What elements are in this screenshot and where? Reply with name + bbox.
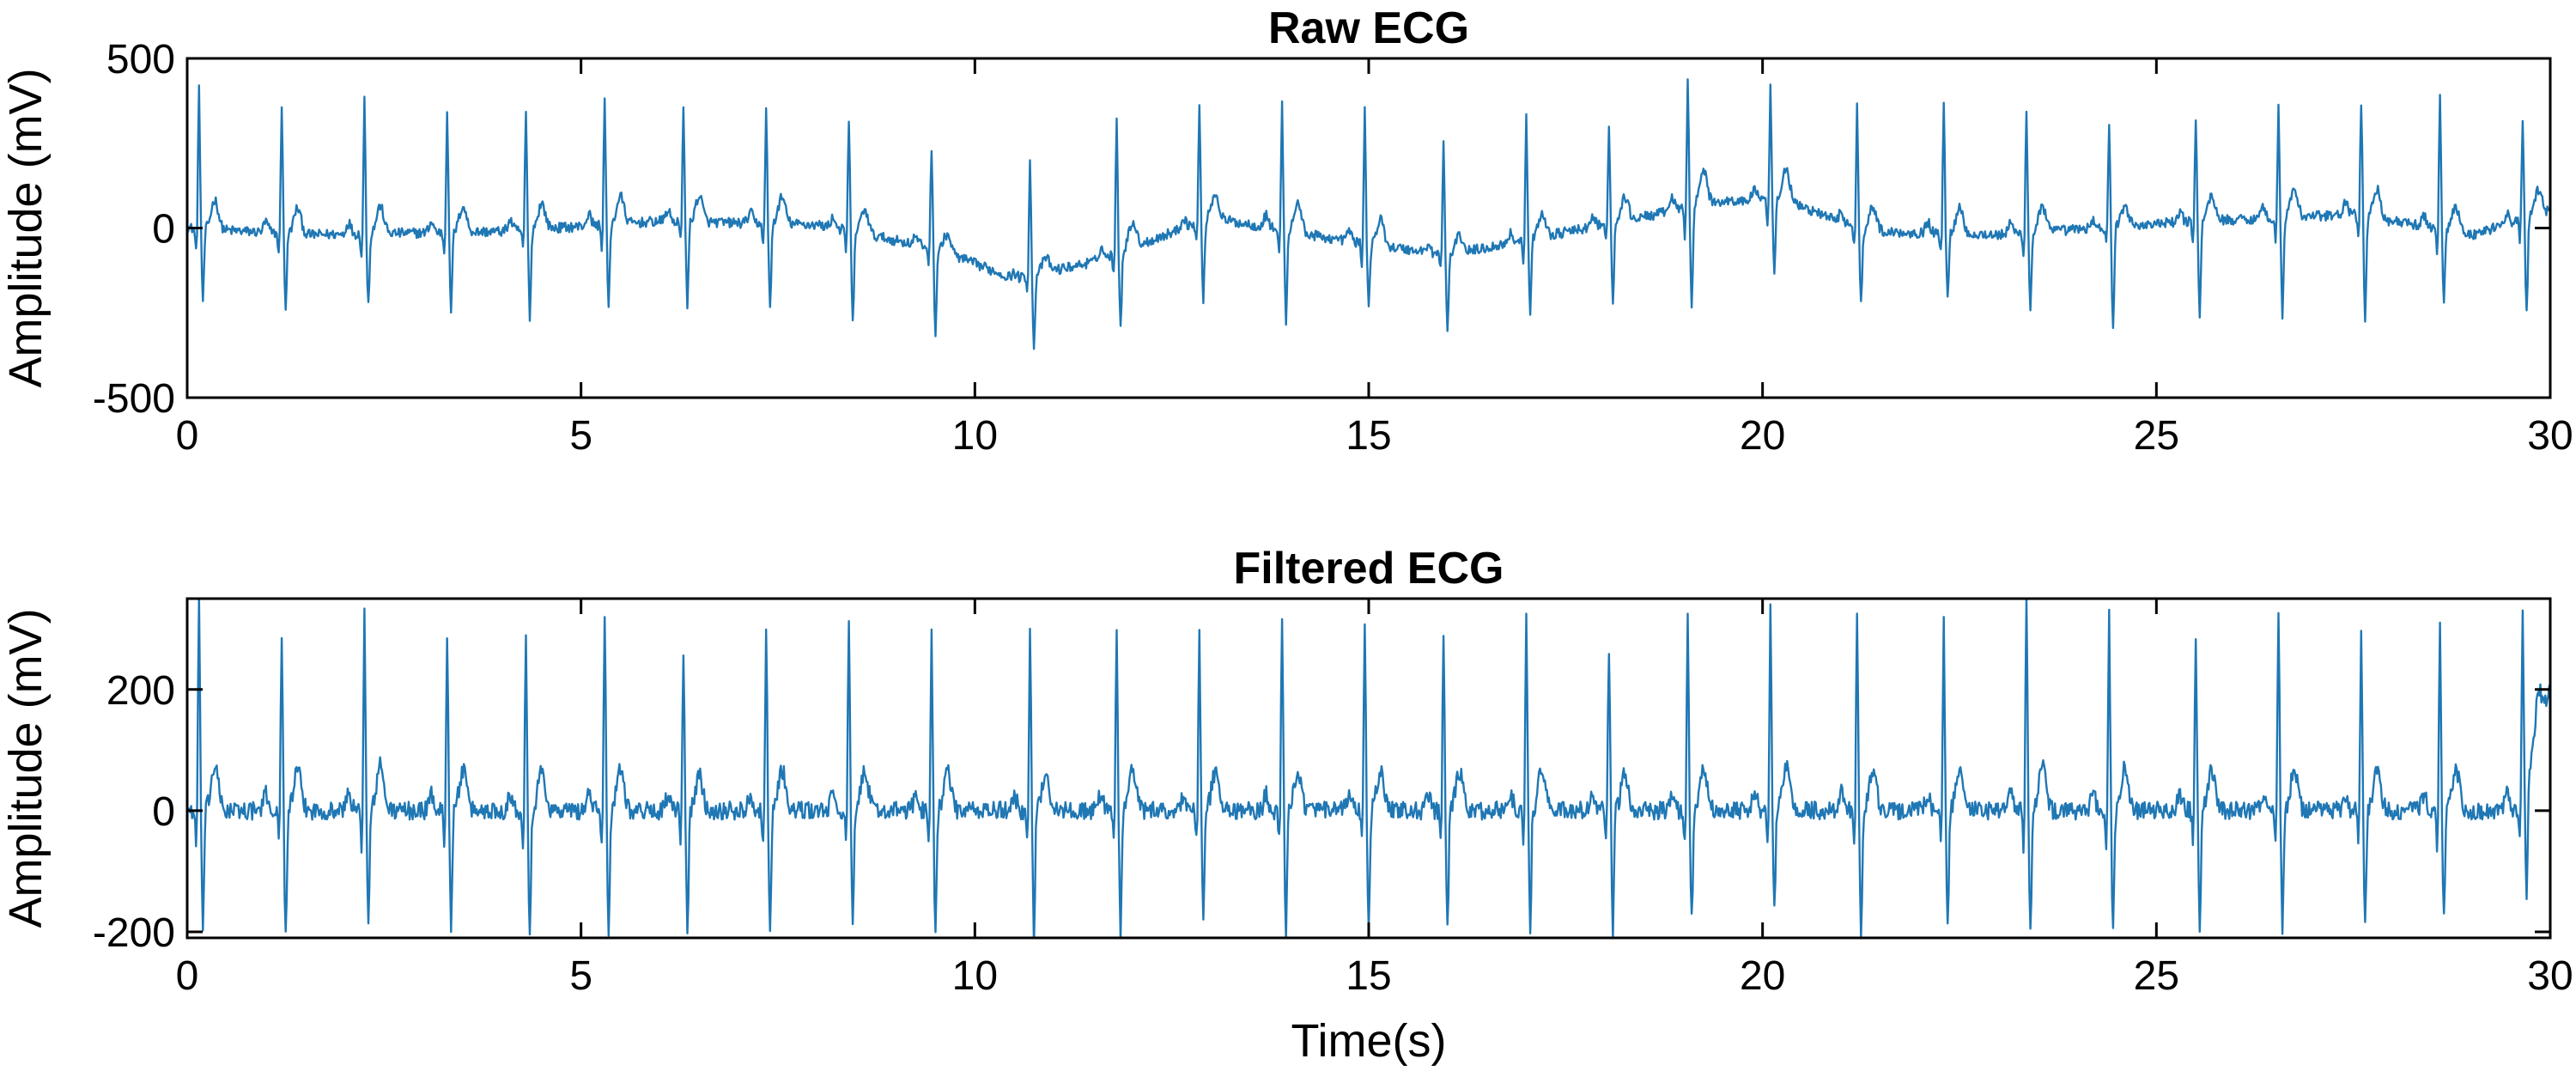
x-tick-label: 5	[569, 953, 592, 999]
x-tick-label: 0	[176, 953, 199, 999]
y-tick-label: 500	[106, 37, 175, 82]
x-axis-label: Time(s)	[1291, 1015, 1447, 1067]
x-tick-label: 20	[1740, 953, 1785, 999]
x-tick-label: 0	[176, 413, 199, 459]
y-axis-label: Amplitude (mV)	[0, 608, 52, 928]
x-tick-label: 15	[1346, 953, 1391, 999]
x-tick-label: 30	[2527, 413, 2573, 459]
chart-title: Filtered ECG	[1234, 544, 1504, 593]
y-tick-label: 0	[152, 789, 175, 835]
ecg-signal-line	[187, 78, 2550, 350]
y-axis-label: Amplitude (mV)	[0, 68, 52, 387]
x-tick-label: 30	[2527, 953, 2573, 999]
x-tick-label: 25	[2134, 413, 2179, 459]
y-tick-label: -500	[93, 376, 175, 422]
plot-frame	[185, 57, 2552, 399]
x-tick-label: 25	[2134, 953, 2179, 999]
x-tick-label: 20	[1740, 413, 1785, 459]
x-tick-label: 15	[1346, 413, 1391, 459]
ecg-signal-line	[187, 599, 2550, 938]
chart-title: Raw ECG	[1268, 3, 1469, 53]
x-tick-label: 10	[952, 413, 998, 459]
y-tick-label: 200	[106, 668, 175, 714]
x-tick-label: 10	[952, 953, 998, 999]
y-tick-label: -200	[93, 910, 175, 956]
x-tick-label: 5	[569, 413, 592, 459]
y-tick-label: 0	[152, 207, 175, 253]
